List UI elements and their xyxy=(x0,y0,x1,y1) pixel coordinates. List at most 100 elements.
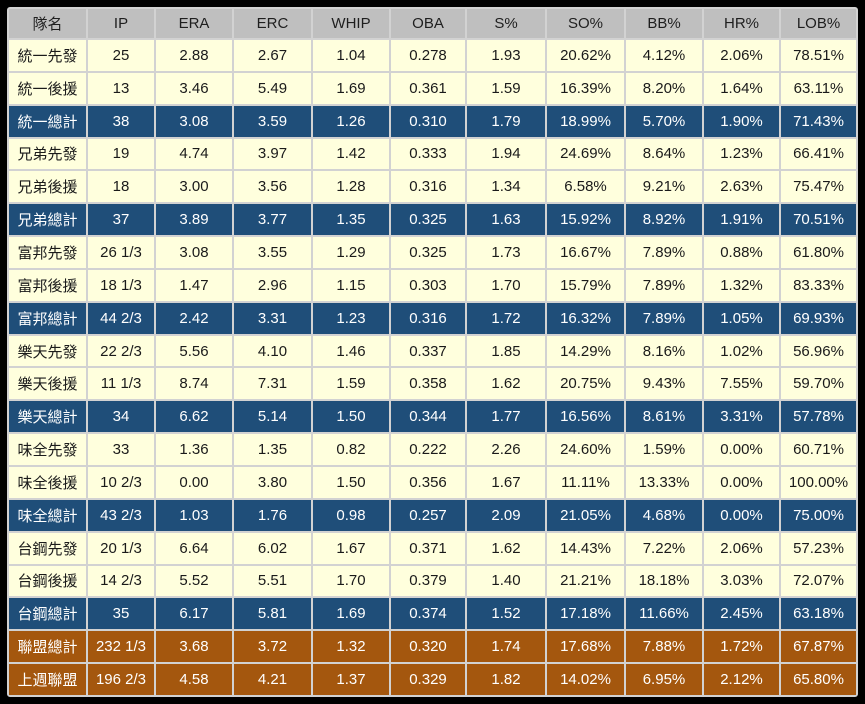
stat-cell: 13 xyxy=(88,72,154,104)
stat-cell: 4.68% xyxy=(626,499,702,531)
stat-cell: 0.333 xyxy=(391,138,465,170)
stat-cell: 43 2/3 xyxy=(88,499,154,531)
stat-cell: 10 2/3 xyxy=(88,466,154,498)
stat-cell: 1.73 xyxy=(467,237,545,268)
stat-cell: 18.18% xyxy=(626,565,702,597)
stat-cell: 3.00 xyxy=(156,171,232,203)
stat-cell: 1.67 xyxy=(313,532,389,564)
stat-cell: 5.49 xyxy=(234,72,311,104)
stat-cell: 6.64 xyxy=(156,532,232,564)
stat-cell: 7.55% xyxy=(704,368,779,400)
stat-cell: 1.93 xyxy=(467,40,545,71)
stat-cell: 0.329 xyxy=(391,664,465,695)
table-row: 味全後援 10 2/3 0.00 3.80 1.50 0.356 1.67 11.11% 13.… xyxy=(9,466,856,498)
table-row: 味全先發 33 1.36 1.35 0.82 0.222 2.26 24.60% 1.59% 0.… xyxy=(9,434,856,465)
stat-cell: 3.89 xyxy=(156,204,232,236)
stat-cell: 0.00% xyxy=(704,434,779,465)
table-row: 兄弟先發 19 4.74 3.97 1.42 0.333 1.94 24.69% 8.64% 1.… xyxy=(9,138,856,170)
stat-cell: 1.28 xyxy=(313,171,389,203)
stat-cell: 3.80 xyxy=(234,466,311,498)
stat-cell: 16.32% xyxy=(547,302,624,334)
stat-cell: 1.03 xyxy=(156,499,232,531)
stat-cell: 0.00% xyxy=(704,499,779,531)
column-header: 隊名 xyxy=(9,9,86,38)
column-header: LOB% xyxy=(781,9,856,38)
stat-cell: 1.35 xyxy=(313,204,389,236)
stat-cell: 1.05% xyxy=(704,302,779,334)
stat-cell: 57.78% xyxy=(781,401,856,433)
stat-cell: 0.361 xyxy=(391,72,465,104)
row-label-cell: 味全總計 xyxy=(9,499,86,531)
stat-cell: 0.98 xyxy=(313,499,389,531)
stat-cell: 3.77 xyxy=(234,204,311,236)
table-row: 樂天先發 22 2/3 5.56 4.10 1.46 0.337 1.85 14.29% 8.1… xyxy=(9,335,856,367)
stat-cell: 4.58 xyxy=(156,664,232,695)
stat-cell: 0.316 xyxy=(391,302,465,334)
stat-cell: 3.31% xyxy=(704,401,779,433)
stat-cell: 8.16% xyxy=(626,335,702,367)
stat-cell: 0.82 xyxy=(313,434,389,465)
stat-cell: 24.69% xyxy=(547,138,624,170)
stat-cell: 1.63 xyxy=(467,204,545,236)
stat-cell: 0.320 xyxy=(391,631,465,663)
stat-cell: 1.36 xyxy=(156,434,232,465)
stat-cell: 56.96% xyxy=(781,335,856,367)
table-row: 兄弟後援 18 3.00 3.56 1.28 0.316 1.34 6.58% 9.21% 2.6… xyxy=(9,171,856,203)
stat-cell: 1.23 xyxy=(313,302,389,334)
stat-cell: 6.95% xyxy=(626,664,702,695)
table-row: 聯盟總計 232 1/3 3.68 3.72 1.32 0.320 1.74 17.68% 7.… xyxy=(9,631,856,663)
stat-cell: 11.11% xyxy=(547,466,624,498)
stat-cell: 1.46 xyxy=(313,335,389,367)
stat-cell: 4.12% xyxy=(626,40,702,71)
column-header: BB% xyxy=(626,9,702,38)
stat-cell: 21.05% xyxy=(547,499,624,531)
stat-cell: 83.33% xyxy=(781,269,856,301)
stat-cell: 4.10 xyxy=(234,335,311,367)
stat-cell: 4.21 xyxy=(234,664,311,695)
stat-cell: 0.337 xyxy=(391,335,465,367)
stat-cell: 57.23% xyxy=(781,532,856,564)
table-row: 兄弟總計 37 3.89 3.77 1.35 0.325 1.63 15.92% 8.92% 1.… xyxy=(9,204,856,236)
stat-cell: 25 xyxy=(88,40,154,71)
stat-cell: 4.74 xyxy=(156,138,232,170)
row-label-cell: 上週聯盟 xyxy=(9,664,86,695)
column-header: OBA xyxy=(391,9,465,38)
stat-cell: 1.52 xyxy=(467,598,545,630)
stat-cell: 67.87% xyxy=(781,631,856,663)
stat-cell: 1.15 xyxy=(313,269,389,301)
stat-cell: 5.56 xyxy=(156,335,232,367)
table-row: 上週聯盟 196 2/3 4.58 4.21 1.37 0.329 1.82 14.02% 6.… xyxy=(9,664,856,695)
stat-cell: 26 1/3 xyxy=(88,237,154,268)
table-body: 統一先發 25 2.88 2.67 1.04 0.278 1.93 20.62% 4.12% 2.… xyxy=(9,40,856,695)
row-label-cell: 兄弟先發 xyxy=(9,138,86,170)
stat-cell: 59.70% xyxy=(781,368,856,400)
stat-cell: 0.316 xyxy=(391,171,465,203)
stat-cell: 5.52 xyxy=(156,565,232,597)
stat-cell: 9.21% xyxy=(626,171,702,203)
column-header: WHIP xyxy=(313,9,389,38)
stat-cell: 0.222 xyxy=(391,434,465,465)
stat-cell: 44 2/3 xyxy=(88,302,154,334)
stat-cell: 2.63% xyxy=(704,171,779,203)
stat-cell: 17.18% xyxy=(547,598,624,630)
stat-cell: 5.70% xyxy=(626,105,702,137)
stat-cell: 1.74 xyxy=(467,631,545,663)
stat-cell: 14.43% xyxy=(547,532,624,564)
stat-cell: 0.278 xyxy=(391,40,465,71)
stat-cell: 37 xyxy=(88,204,154,236)
stat-cell: 2.67 xyxy=(234,40,311,71)
stat-cell: 60.71% xyxy=(781,434,856,465)
stat-cell: 0.257 xyxy=(391,499,465,531)
row-label-cell: 樂天總計 xyxy=(9,401,86,433)
stat-cell: 3.56 xyxy=(234,171,311,203)
stat-cell: 3.97 xyxy=(234,138,311,170)
stat-cell: 71.43% xyxy=(781,105,856,137)
table-row: 富邦總計 44 2/3 2.42 3.31 1.23 0.316 1.72 16.32% 7.8… xyxy=(9,302,856,334)
stat-cell: 1.59 xyxy=(467,72,545,104)
stat-cell: 1.70 xyxy=(467,269,545,301)
stat-cell: 1.62 xyxy=(467,368,545,400)
stat-cell: 1.50 xyxy=(313,466,389,498)
pitching-stats-table: 隊名 IP ERA ERC WHIP OBA S% SO% BB% HR% LOB% 統一先發 25 2… xyxy=(7,7,858,697)
stat-cell: 2.45% xyxy=(704,598,779,630)
stat-cell: 38 xyxy=(88,105,154,137)
